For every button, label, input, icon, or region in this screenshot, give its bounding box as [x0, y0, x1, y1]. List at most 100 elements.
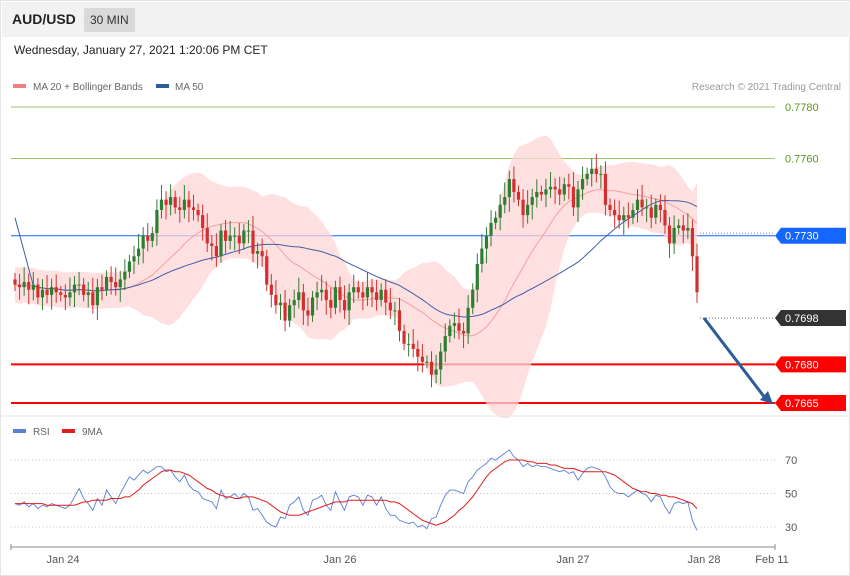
candle-body [626, 215, 630, 218]
candle-body [361, 292, 365, 298]
candle-body [590, 168, 594, 174]
candle-body [150, 233, 154, 241]
x-tick-label: Feb 11 [755, 554, 788, 566]
candle-body [191, 207, 196, 210]
candle-body [27, 282, 31, 290]
candle-body [690, 227, 695, 257]
candle-body [50, 287, 54, 295]
candle-body [63, 294, 67, 298]
candle-body [484, 235, 489, 249]
candle-body [594, 168, 598, 174]
candle-body [352, 287, 356, 293]
candle-body [603, 173, 608, 205]
candle-body [164, 199, 168, 205]
candle-body [260, 251, 264, 257]
candle-body [269, 284, 273, 295]
timeframe-badge[interactable]: 30 MIN [84, 8, 135, 32]
candle-body [434, 369, 438, 375]
candle-body [205, 227, 209, 244]
candles [13, 154, 699, 388]
candle-body [489, 222, 493, 236]
candle-body [214, 245, 218, 257]
candle-body [695, 256, 699, 293]
price-tag [775, 227, 846, 244]
candle-body [548, 186, 553, 190]
candle-body [388, 302, 392, 311]
candle-body [182, 199, 186, 210]
candle-body [228, 235, 232, 241]
candle-body [86, 292, 90, 295]
candle-body [219, 230, 223, 257]
timestamp: Wednesday, January 27, 2021 1:20:06 PM C… [14, 43, 268, 57]
candle-body [95, 287, 99, 306]
candle-body [173, 197, 177, 208]
candle-body [686, 227, 690, 231]
candle-body [347, 292, 351, 311]
candle-body [91, 292, 95, 306]
candle-body [233, 235, 237, 237]
candle-body [315, 292, 319, 298]
legend-label-ma50: MA 50 [175, 82, 204, 93]
legend-swatch-ma20 [13, 84, 26, 88]
candle-body [132, 256, 136, 262]
candle-body [169, 197, 173, 205]
candle-body [82, 284, 86, 295]
candle-body [68, 292, 72, 298]
level-label: 0.7760 [785, 153, 819, 165]
candle-body [123, 271, 127, 280]
candle-body [503, 197, 507, 205]
rsi-9ma-line [15, 459, 698, 526]
candle-body [146, 235, 150, 241]
candle-body [283, 302, 287, 321]
header-bar [2, 2, 850, 37]
candle-body [292, 300, 296, 306]
candle-body [384, 289, 388, 303]
candle-body [178, 207, 182, 210]
candle-body [301, 292, 305, 311]
candle-body [297, 292, 301, 301]
rsi-level-label: 30 [785, 522, 797, 534]
candle-body [104, 276, 109, 290]
candle-body [306, 310, 310, 316]
symbol-title: AUD/USD [12, 11, 76, 27]
rsi-level-label: 50 [785, 489, 797, 501]
candle-body [338, 287, 342, 301]
candle-body [535, 191, 539, 198]
candle-body [654, 204, 658, 218]
candle-body [635, 199, 640, 210]
candle-body [681, 225, 685, 231]
rsi-panel: 70 50 30 [11, 449, 797, 534]
candle-body [17, 284, 22, 288]
candle-body [356, 287, 360, 293]
candle-body [429, 361, 434, 375]
candle-body [640, 199, 644, 208]
x-tick-label: Jan 26 [323, 554, 356, 566]
candle-body [576, 189, 580, 208]
legend-swatch-rsi [13, 429, 26, 433]
candle-body [255, 251, 260, 254]
candle-body [411, 343, 415, 349]
candle-body [613, 209, 617, 216]
candle-body [420, 356, 424, 362]
candle-body [544, 189, 548, 195]
rsi-level-label: 70 [785, 455, 797, 467]
candle-body [36, 284, 40, 298]
candle-body [40, 289, 45, 298]
candle-body [667, 225, 672, 244]
candle-body [622, 215, 626, 221]
candle-body [246, 230, 251, 232]
price-tag-label: 0.7680 [785, 359, 819, 371]
candle-body [521, 199, 525, 216]
candle-body [342, 300, 347, 311]
x-tick-label: Jan 24 [46, 554, 79, 566]
candle-body [109, 276, 113, 283]
candle-body [136, 248, 141, 257]
candle-body [54, 287, 58, 293]
candle-body [516, 191, 521, 200]
candle-body [498, 204, 502, 218]
x-tick-label: Jan 27 [556, 554, 589, 566]
legend-label-rsi: RSI [33, 427, 50, 438]
legend-label-ma20: MA 20 + Bollinger Bands [33, 82, 143, 93]
candle-body [457, 323, 461, 331]
